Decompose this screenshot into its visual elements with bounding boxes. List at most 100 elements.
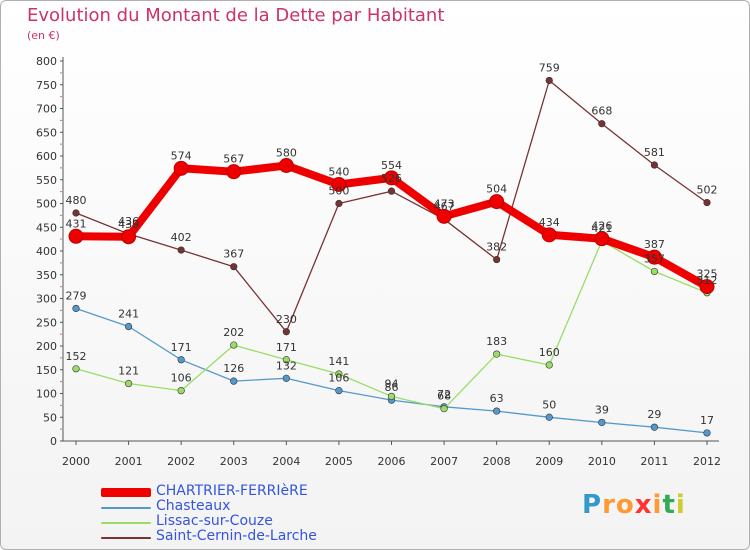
data-point <box>598 418 606 427</box>
data-point <box>545 413 553 421</box>
data-point <box>72 209 80 217</box>
data-point <box>72 365 80 373</box>
data-point <box>72 304 80 313</box>
data-label: 152 <box>66 350 87 363</box>
x-tick-label: 2009 <box>535 455 563 468</box>
x-tick-label: 2003 <box>220 455 248 468</box>
y-tick-label: 300 <box>36 293 57 306</box>
x-tick-label: 2011 <box>640 455 668 468</box>
proxiti-logo: Proxiti <box>582 490 686 520</box>
legend-label-lissac: Lissac-sur-Couze <box>156 513 273 529</box>
legend-swatch-lissac <box>101 521 151 524</box>
data-label: 72 <box>437 388 451 401</box>
data-label: 387 <box>644 238 665 251</box>
data-label: 502 <box>697 184 718 197</box>
data-label: 526 <box>381 172 402 185</box>
data-label: 183 <box>486 335 507 348</box>
data-label: 500 <box>328 185 349 198</box>
data-label: 426 <box>591 220 612 233</box>
y-tick-label: 550 <box>36 174 57 187</box>
data-label: 241 <box>118 308 139 321</box>
data-point <box>493 407 501 415</box>
y-tick-label: 250 <box>36 316 57 329</box>
data-label: 430 <box>118 218 139 231</box>
data-point <box>699 279 715 295</box>
logo-letter: P <box>582 490 603 520</box>
data-point <box>493 255 501 264</box>
data-point <box>541 227 557 243</box>
data-point <box>493 350 501 358</box>
y-tick-label: 800 <box>36 55 57 68</box>
data-label: 29 <box>647 408 661 421</box>
data-label: 574 <box>171 149 192 162</box>
data-label: 759 <box>539 61 560 74</box>
legend-label-chartrier: CHARTRIER-FERRIèRE <box>156 483 308 499</box>
data-label: 126 <box>223 362 244 375</box>
data-label: 668 <box>591 105 612 118</box>
data-point <box>594 231 610 247</box>
data-label: 279 <box>66 289 87 302</box>
logo-letter: t <box>662 490 676 520</box>
data-point <box>650 161 659 169</box>
data-point <box>226 164 242 180</box>
data-point <box>646 249 662 265</box>
data-label: 431 <box>66 217 87 230</box>
data-label: 68 <box>437 390 451 403</box>
data-label: 106 <box>328 372 349 385</box>
data-point <box>177 246 185 254</box>
data-label: 473 <box>434 197 455 210</box>
logo-letter: i <box>675 490 686 520</box>
x-tick-label: 2012 <box>693 455 721 468</box>
data-point <box>598 120 606 128</box>
data-point <box>173 160 189 176</box>
data-label: 202 <box>223 326 244 339</box>
data-point <box>68 228 84 244</box>
data-point <box>278 158 294 173</box>
data-label: 17 <box>700 414 714 427</box>
x-tick-label: 2010 <box>588 455 616 468</box>
data-point <box>230 263 238 271</box>
data-point <box>121 229 137 245</box>
data-point <box>650 423 659 431</box>
x-tick-label: 2001 <box>115 455 143 468</box>
y-tick-label: 750 <box>36 79 57 92</box>
data-label: 421 <box>591 222 612 235</box>
series-line <box>75 79 708 333</box>
y-tick-label: 350 <box>36 269 57 282</box>
data-point <box>282 356 290 364</box>
legend-swatch-chasteaux <box>101 506 151 509</box>
x-tick-label: 2006 <box>378 455 406 468</box>
data-point <box>230 341 238 349</box>
logo-letter: i <box>652 490 663 520</box>
y-tick-label: 0 <box>50 435 57 448</box>
data-point <box>384 170 399 186</box>
data-label: 467 <box>434 200 455 213</box>
x-tick-label: 2005 <box>325 455 353 468</box>
data-point <box>387 392 396 400</box>
data-label: 504 <box>486 183 507 196</box>
data-label: 86 <box>385 381 399 394</box>
data-point <box>124 379 133 388</box>
data-point <box>230 377 238 385</box>
data-label: 94 <box>385 377 399 390</box>
logo-letter: x <box>634 490 653 520</box>
data-label: 50 <box>542 398 556 411</box>
data-label: 171 <box>276 341 297 354</box>
data-point <box>331 177 347 192</box>
y-tick-label: 450 <box>36 221 57 234</box>
data-label: 402 <box>171 231 192 244</box>
data-label: 63 <box>490 392 504 405</box>
data-label: 312 <box>697 274 718 287</box>
chart-subtitle: (en €) <box>27 29 60 42</box>
data-point <box>177 387 185 395</box>
x-tick-label: 2004 <box>272 455 300 468</box>
legend-label-chasteaux: Chasteaux <box>156 498 231 514</box>
legend-label-saint-cernin: Saint-Cernin-de-Larche <box>156 528 317 544</box>
legend-swatch-chartrier <box>101 488 151 497</box>
data-label: 171 <box>171 341 192 354</box>
y-tick-label: 50 <box>43 411 57 424</box>
data-label: 434 <box>539 216 560 229</box>
chart-title: Evolution du Montant de la Dette par Hab… <box>27 5 445 26</box>
y-tick-label: 100 <box>36 388 57 401</box>
data-point <box>124 322 133 331</box>
